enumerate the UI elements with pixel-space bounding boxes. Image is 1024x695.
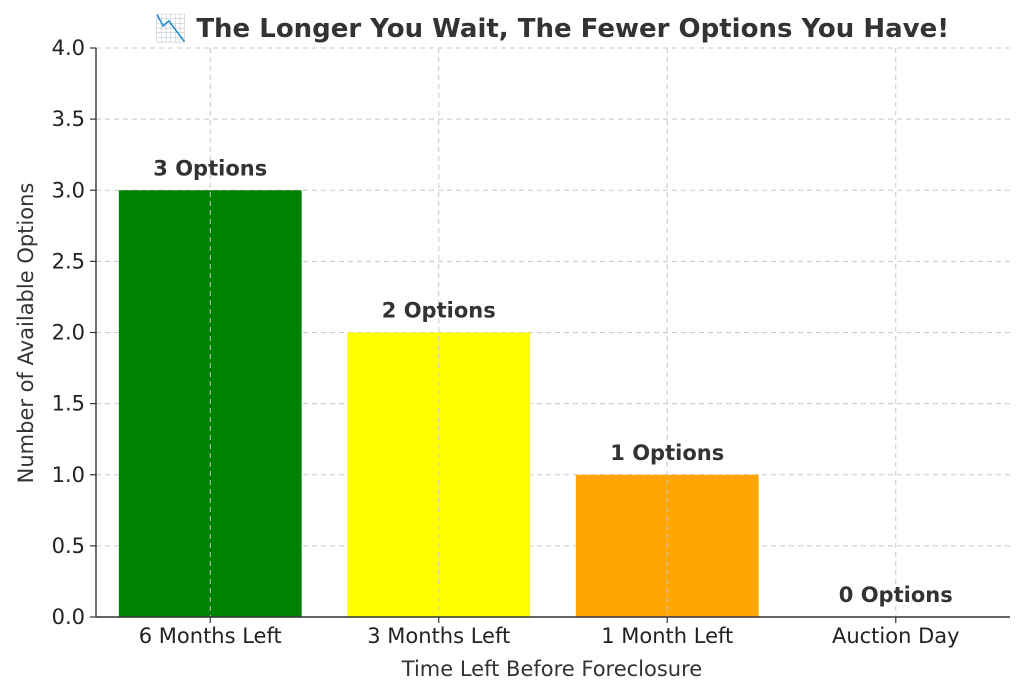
y-tick-label-1: 0.5 (52, 534, 85, 558)
data-label-0: 3 Options (153, 156, 267, 180)
y-tick-label-0: 0.0 (52, 605, 85, 629)
y-tick-label-7: 3.5 (52, 107, 85, 131)
y-tick-label-2: 1.0 (52, 463, 85, 487)
y-tick-label-3: 1.5 (52, 392, 85, 416)
x-axis-label: Time Left Before Foreclosure (401, 657, 702, 681)
data-label-2: 1 Options (610, 441, 724, 465)
x-tick-label-1: 3 Months Left (367, 624, 510, 648)
axes: 0.0 0.5 1.0 1.5 2.0 2.5 3.0 3.5 4.0 6 Months Left… (52, 36, 1010, 648)
y-axis-label: Number of Available Options (14, 183, 38, 484)
x-tick-label-0: 6 Months Left (139, 624, 282, 648)
y-tick-label-8: 4.0 (52, 36, 85, 60)
x-tick-label-2: 1 Month Left (601, 624, 733, 648)
y-tick-label-6: 3.0 (52, 178, 85, 202)
y-tick-label-4: 2.0 (52, 321, 85, 345)
x-tick-label-3: Auction Day (832, 624, 960, 648)
y-tick-label-5: 2.5 (52, 249, 85, 273)
chart-title: 📉 The Longer You Wait, The Fewer Options… (155, 13, 949, 44)
data-label-3: 0 Options (839, 583, 953, 607)
data-labels: 3 Options 2 Options 1 Options 0 Options (153, 156, 952, 607)
data-label-1: 2 Options (382, 299, 496, 323)
bars (118, 48, 897, 617)
